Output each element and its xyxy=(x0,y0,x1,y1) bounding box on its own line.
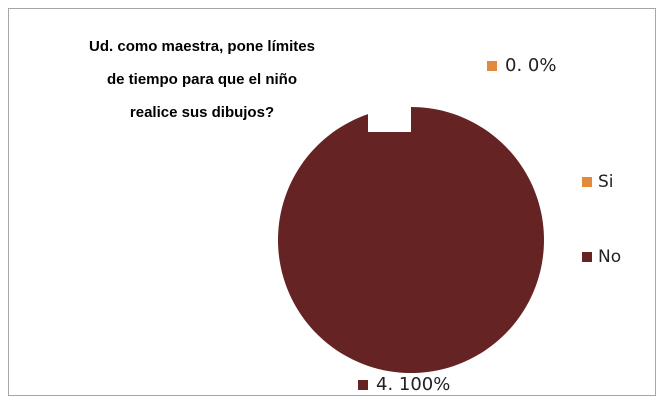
legend-label-si: Si xyxy=(598,172,614,192)
chart-title: Ud. como maestra, pone límites de tiempo… xyxy=(32,30,372,129)
legend-item-si: Si xyxy=(582,172,614,192)
data-label-si-swatch xyxy=(487,60,497,71)
pie-slice-no xyxy=(277,107,544,374)
data-label-si: 0. 0% xyxy=(487,55,556,76)
chart-title-line-3: realice sus dibujos? xyxy=(129,104,275,121)
data-label-no: 4. 100% xyxy=(358,374,450,395)
data-label-no-swatch xyxy=(358,379,368,390)
chart-title-line-1: Ud. como maestra, pone límites xyxy=(89,38,315,55)
data-label-no-text: 4. 100% xyxy=(376,374,451,395)
data-label-si-text: 0. 0% xyxy=(505,55,557,76)
legend-label-no: No xyxy=(598,247,622,267)
legend-swatch-si xyxy=(582,177,592,187)
pie-notch xyxy=(368,105,411,132)
legend-item-no: No xyxy=(582,247,621,267)
chart-title-line-2: de tiempo para que el niño xyxy=(106,71,298,88)
legend-swatch-no xyxy=(582,252,592,262)
